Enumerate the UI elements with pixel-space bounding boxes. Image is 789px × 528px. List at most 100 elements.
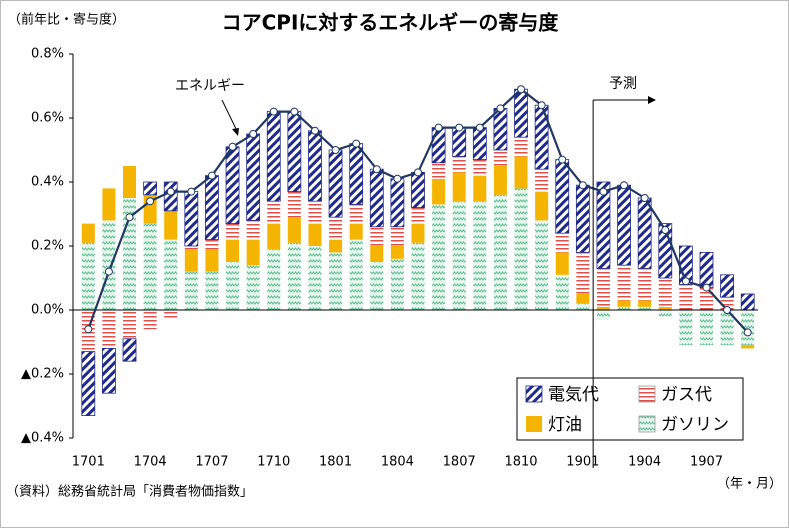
bar-segment [452,172,466,202]
bar-segment [370,262,384,310]
bar-segment [143,310,157,330]
line-marker [331,146,340,154]
bar-segment [267,223,281,250]
bar-segment [493,150,507,166]
line-marker [207,171,216,180]
line-marker [558,155,567,164]
bar-segment [390,226,404,246]
legend-swatch [526,416,542,432]
x-tick-label: 1904 [628,455,661,470]
legend-swatch [638,385,656,403]
x-axis-label: （年・月） [717,477,782,492]
line-label-arrow [221,99,239,134]
line-marker [372,165,381,174]
line-marker [146,197,155,206]
bar-segment [411,242,425,310]
bar-segment [102,188,116,221]
chart-title: コアCPIに対するエネルギーの寄与度 [222,11,560,35]
bar-segment [740,293,755,311]
bar-segment [720,310,734,346]
bar-segment [411,223,425,243]
bar-segment [287,191,301,218]
line-marker [166,187,175,196]
bar-segment [679,310,693,346]
x-tick-label: 1707 [195,455,228,470]
line-marker [434,123,443,132]
bar-segment [164,210,178,240]
bar-segment [143,223,157,310]
bar-segment [102,347,116,394]
bar-segment [575,184,590,253]
bar-segment [741,345,755,349]
bar-segment [535,169,549,192]
bar-segment [308,246,322,310]
bar-segment [699,287,713,310]
line-marker [537,101,546,110]
line-marker [187,187,196,196]
x-tick-label: 1801 [319,455,352,470]
bar-segment [225,146,240,225]
line-marker [578,181,587,190]
line-marker [228,142,237,151]
line-marker [475,123,484,132]
bar-segment [184,191,199,247]
arrow-head [648,96,656,104]
line-marker [104,267,113,276]
bar-segment [576,294,590,304]
bar-segment [246,220,260,240]
bar-segment [432,204,446,310]
bar-segment [349,223,363,240]
bar-segment [452,201,466,310]
bar-segment [390,246,404,259]
bar-segment [163,181,178,212]
bar-segment [617,184,631,266]
line-marker [743,328,752,337]
line-marker [517,85,526,94]
bar-segment [143,181,158,196]
x-tick-label: 1810 [504,455,537,470]
bar-segment [514,156,528,189]
legend-swatch [638,415,656,433]
bar-segment [246,133,261,221]
line-marker [414,168,422,177]
legend-label: ガス代 [661,385,712,405]
legend-label: 灯油 [548,415,582,435]
bar-segment [617,300,631,307]
line-marker [290,107,299,116]
bar-segment [638,268,652,301]
bar-segment [308,201,322,224]
bar-segment [555,159,570,234]
bar-segment [535,191,549,221]
bar-segment [184,249,198,272]
forecast-label: 予測 [609,76,637,92]
x-tick-label: 1701 [72,455,105,470]
line-marker [702,283,711,292]
bar-segment [576,303,590,310]
bar-segment [452,127,467,157]
line-marker [455,123,464,132]
bar-segment [205,271,219,310]
line-marker [393,174,402,183]
source: （資料）総務省統計局「消費者物価指数」 [6,484,253,500]
bar-segment [370,226,384,246]
bar-segment [514,88,528,138]
bar-segment [699,310,713,346]
line-marker [84,325,93,334]
bar-segment [555,274,569,310]
bar-segment [473,159,487,176]
bar-segment [617,265,631,301]
bar-segment [349,239,363,310]
bar-segment [226,239,240,262]
bar-segment [246,265,260,310]
bar-segment [473,201,487,310]
line-marker [310,126,319,135]
bar-segment [246,239,260,266]
bar-segment [617,306,631,310]
bar-segment [81,223,95,243]
y-tick-label: ▲0.4% [21,431,64,446]
line-marker [723,306,732,314]
y-tick-label: 0.8% [31,47,64,62]
legend-label: 電気代 [548,385,599,405]
bar-segment [349,204,363,224]
